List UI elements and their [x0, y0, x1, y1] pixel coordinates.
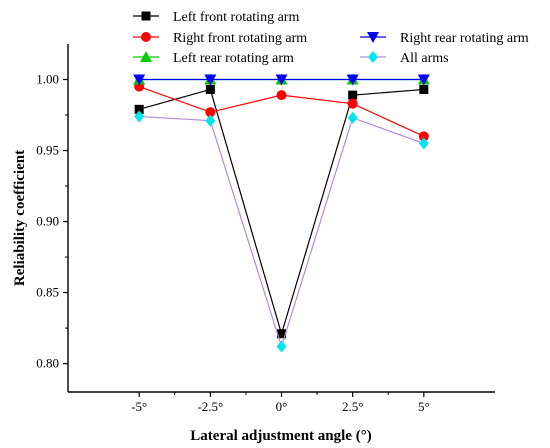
data-point — [417, 74, 430, 86]
data-point — [134, 110, 145, 123]
legend-marker — [141, 11, 151, 21]
y-tick-label: 1.00 — [36, 72, 59, 87]
ticks-layer: 0.80 0.85 0.90 0.95 1.00 -5° -2.5° 0° 2.5° 5° — [36, 72, 429, 414]
legend-item-5: All arms — [360, 51, 449, 66]
legend-label: Left front rotating arm — [173, 10, 299, 25]
data-point — [275, 74, 288, 86]
data-point — [134, 104, 144, 114]
data-point — [277, 329, 286, 339]
legend-marker — [140, 51, 152, 62]
data-point — [204, 74, 217, 86]
legend-label: Right front rotating arm — [173, 31, 307, 46]
y-tick-label: 0.90 — [36, 214, 59, 229]
x-tick-label: 2.5° — [342, 399, 363, 414]
data-point — [418, 131, 429, 142]
legend-item-2: Right front rotating arm — [133, 31, 307, 46]
legend: Left front rotating arm Right front rotat… — [133, 10, 529, 66]
series-4 — [133, 74, 430, 86]
legend-marker — [367, 32, 379, 43]
legend-label: Right rear rotating arm — [400, 31, 529, 46]
series-line — [139, 88, 424, 336]
data-point — [276, 90, 287, 101]
legend-label: Left rear rotating arm — [173, 51, 294, 66]
legend-label: All arms — [400, 51, 449, 66]
data-point — [205, 84, 215, 94]
series-line — [139, 115, 425, 349]
series-1 — [134, 84, 429, 339]
series-5 — [134, 110, 429, 353]
y-tick-label: 0.80 — [36, 356, 59, 371]
legend-marker — [368, 51, 378, 63]
series-layer — [133, 73, 430, 353]
x-tick-label: 0° — [276, 399, 288, 414]
x-tick-label: -2.5° — [197, 399, 223, 414]
data-point — [419, 84, 429, 94]
y-tick-label: 0.85 — [36, 285, 59, 300]
data-point — [276, 340, 287, 353]
legend-item-1: Left front rotating arm — [133, 10, 299, 25]
data-point — [205, 114, 216, 127]
data-point — [133, 74, 146, 86]
data-point — [205, 107, 216, 118]
data-point — [347, 98, 358, 109]
series-2 — [134, 81, 429, 142]
data-point — [346, 74, 359, 86]
data-point — [348, 90, 358, 100]
legend-item-4: Right rear rotating arm — [360, 31, 529, 46]
x-tick-label: 5° — [418, 399, 430, 414]
legend-marker — [141, 32, 151, 42]
x-axis-title: Lateral adjustment angle (°) — [190, 428, 371, 444]
data-point — [347, 111, 358, 124]
legend-item-3: Left rear rotating arm — [133, 51, 294, 66]
y-axis-title: Reliability coefficient — [12, 150, 28, 286]
data-point — [418, 137, 429, 150]
x-tick-label: -5° — [131, 399, 147, 414]
y-tick-label: 0.95 — [36, 143, 59, 158]
